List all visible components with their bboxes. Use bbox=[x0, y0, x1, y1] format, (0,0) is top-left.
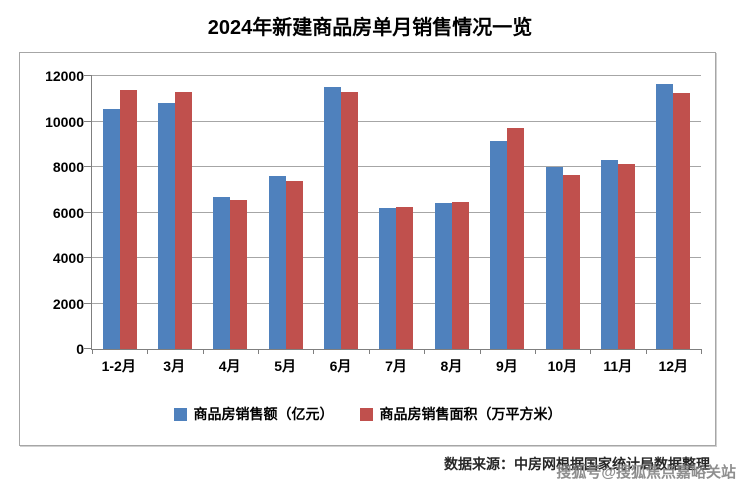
x-axis-tick bbox=[368, 349, 370, 354]
bar bbox=[175, 91, 193, 349]
x-axis-tick bbox=[313, 349, 315, 354]
x-axis-tick bbox=[202, 349, 204, 354]
y-axis-tick-label: 8000 bbox=[52, 159, 84, 176]
x-axis-label: 8月 bbox=[440, 358, 463, 374]
x-axis-label: 9月 bbox=[496, 358, 518, 374]
bar bbox=[158, 103, 176, 349]
bar bbox=[507, 128, 525, 349]
y-axis-tick bbox=[84, 166, 92, 167]
bar-group-3月 bbox=[147, 76, 202, 349]
x-axis-tick bbox=[147, 349, 149, 354]
x-axis-labels: 1-2月 3月 4月 5月 6月 7月 8月 9月 10月 11月 12月 bbox=[91, 356, 701, 376]
y-axis-tick-label: 12000 bbox=[45, 68, 84, 84]
legend-item-2: 商品房销售面积（万平方米） bbox=[359, 404, 562, 424]
x-axis-label: 7月 bbox=[385, 358, 407, 374]
legend-label: 商品房销售额（亿元） bbox=[193, 406, 334, 422]
bar-group-6月 bbox=[313, 76, 368, 349]
x-axis-tick bbox=[258, 349, 260, 354]
x-axis-tick bbox=[424, 349, 426, 354]
x-axis-tick bbox=[590, 349, 592, 354]
x-axis-label: 6月 bbox=[329, 358, 352, 374]
bar bbox=[600, 160, 618, 349]
bar-group-12月 bbox=[646, 76, 701, 349]
bar-group-7月 bbox=[369, 76, 424, 349]
y-axis-tick bbox=[84, 348, 92, 349]
y-axis-tick bbox=[84, 211, 92, 213]
bar-group-5月 bbox=[258, 76, 313, 349]
x-axis-tick bbox=[645, 349, 647, 354]
bar bbox=[434, 203, 452, 349]
chart-frame: 0 2000 4000 6000 8000 10000 12000 1-2月 3月 4月 5月 6月… bbox=[19, 52, 716, 446]
data-source-text: 数据来源：中房网根据国家统计局数据整理 bbox=[444, 456, 710, 472]
legend-label: 商品房销售面积（万平方米） bbox=[379, 406, 562, 422]
bar-group-1-2月 bbox=[92, 76, 147, 349]
gridline-8000 bbox=[92, 166, 701, 167]
bar bbox=[213, 196, 231, 349]
y-axis-tick-label: 2000 bbox=[52, 295, 84, 312]
legend-swatch bbox=[173, 407, 187, 421]
y-axis-tick bbox=[84, 302, 92, 304]
plot-area: 0 2000 4000 6000 8000 10000 12000 bbox=[45, 68, 702, 357]
y-axis-tick-label: 6000 bbox=[52, 204, 84, 221]
bar-group-10月 bbox=[535, 76, 590, 349]
bar bbox=[545, 167, 563, 349]
gridline-12000 bbox=[92, 75, 701, 76]
bar bbox=[268, 176, 286, 349]
legend: 商品房销售额（亿元） 商品房销售面积（万平方米） bbox=[20, 404, 715, 424]
x-axis-label: 3月 bbox=[163, 358, 186, 374]
x-axis-tick bbox=[92, 349, 93, 354]
x-axis-label: 4月 bbox=[218, 358, 241, 374]
y-axis-tick bbox=[84, 120, 92, 122]
bar bbox=[230, 200, 248, 349]
bar bbox=[102, 109, 120, 349]
watermark-text: 搜狐号@搜狐焦点嘉峪关站 bbox=[556, 464, 736, 481]
gridline-10000 bbox=[92, 120, 701, 122]
bar bbox=[562, 174, 580, 349]
bar-group-4月 bbox=[203, 76, 258, 349]
y-axis-tick-label: 0 bbox=[76, 341, 84, 357]
bar bbox=[451, 202, 469, 349]
y-axis-tick bbox=[84, 257, 92, 258]
bar bbox=[617, 163, 635, 349]
bar-group-11月 bbox=[590, 76, 645, 349]
y-axis-tick-label: 10000 bbox=[45, 113, 84, 130]
x-axis-tick bbox=[701, 349, 702, 354]
x-axis-label: 1-2月 bbox=[101, 358, 136, 374]
bars-container bbox=[92, 76, 701, 349]
legend-swatch bbox=[359, 407, 373, 421]
x-axis-tick bbox=[534, 349, 536, 354]
x-axis-label: 5月 bbox=[274, 358, 296, 374]
bar-group-9月 bbox=[480, 76, 535, 349]
bar-group-8月 bbox=[424, 76, 479, 349]
bar bbox=[285, 180, 303, 349]
y-axis-tick-label: 4000 bbox=[52, 250, 84, 267]
page-title: 2024年新建商品房单月销售情况一览 bbox=[207, 17, 533, 39]
x-axis-label: 11月 bbox=[603, 358, 633, 374]
bar bbox=[490, 140, 508, 349]
bar bbox=[119, 89, 137, 349]
x-axis-tick bbox=[479, 349, 481, 354]
bar bbox=[396, 206, 414, 349]
bar bbox=[656, 83, 674, 349]
legend-item-1: 商品房销售额（亿元） bbox=[173, 404, 334, 424]
x-axis-label: 10月 bbox=[547, 358, 578, 374]
y-axis-tick bbox=[84, 75, 92, 76]
x-axis-label: 12月 bbox=[658, 358, 689, 374]
bar bbox=[341, 91, 359, 349]
bar bbox=[673, 93, 691, 349]
bar bbox=[324, 87, 342, 349]
bar bbox=[379, 207, 397, 349]
